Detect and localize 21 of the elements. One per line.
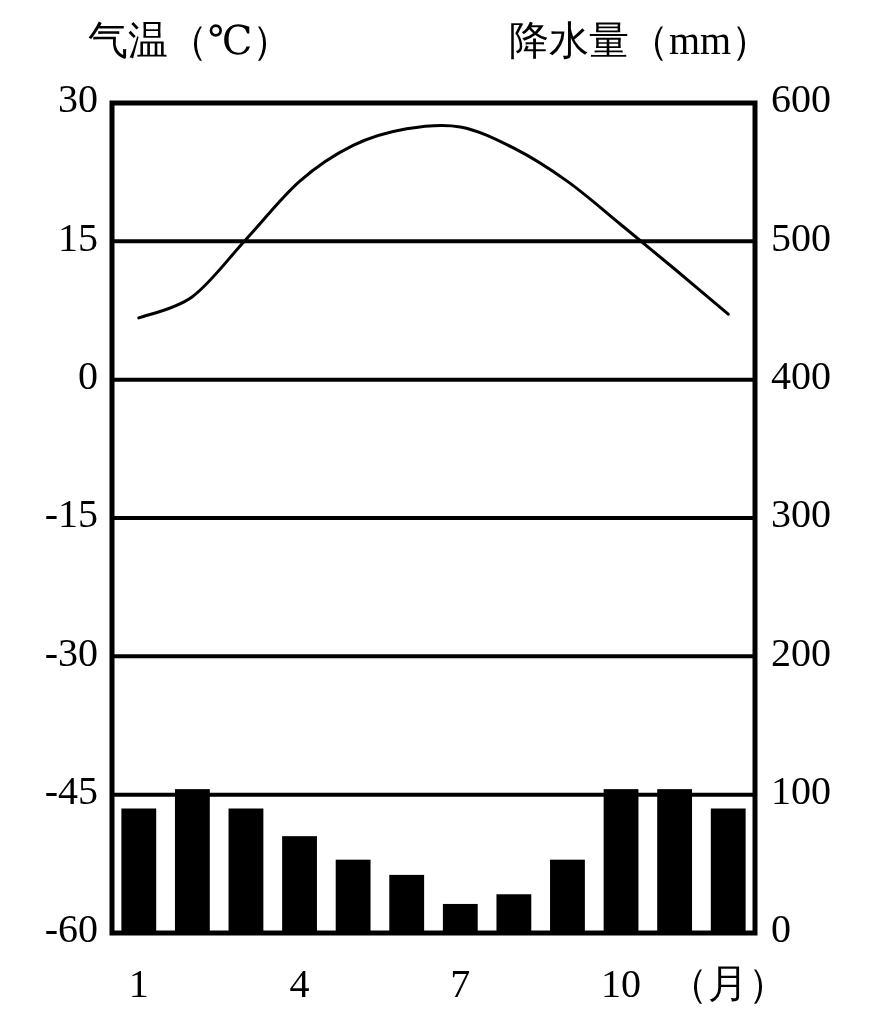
y2tick: 500 <box>771 214 831 260</box>
y2tick: 400 <box>771 352 831 398</box>
xlabel: （月） <box>668 961 788 1007</box>
xtick: 7 <box>450 961 471 1007</box>
y2tick: 300 <box>771 491 831 537</box>
ytick: -30 <box>44 629 98 675</box>
y2tick: 0 <box>771 906 791 952</box>
ytick: 30 <box>58 76 98 122</box>
ytick: 0 <box>78 352 98 398</box>
xtick: 10 <box>601 961 642 1007</box>
xtick: 1 <box>128 961 149 1007</box>
ytick: -60 <box>44 906 98 952</box>
ytick: 15 <box>58 214 98 260</box>
ylabel: 气温（℃） <box>87 18 293 64</box>
y2tick: 600 <box>771 76 831 122</box>
ytick: -45 <box>44 767 98 813</box>
y2tick: 100 <box>771 767 831 813</box>
y2tick: 200 <box>771 629 831 675</box>
y2label: 降水量（mm） <box>508 18 772 64</box>
ytick: -15 <box>44 491 98 537</box>
xtick: 4 <box>289 961 310 1007</box>
